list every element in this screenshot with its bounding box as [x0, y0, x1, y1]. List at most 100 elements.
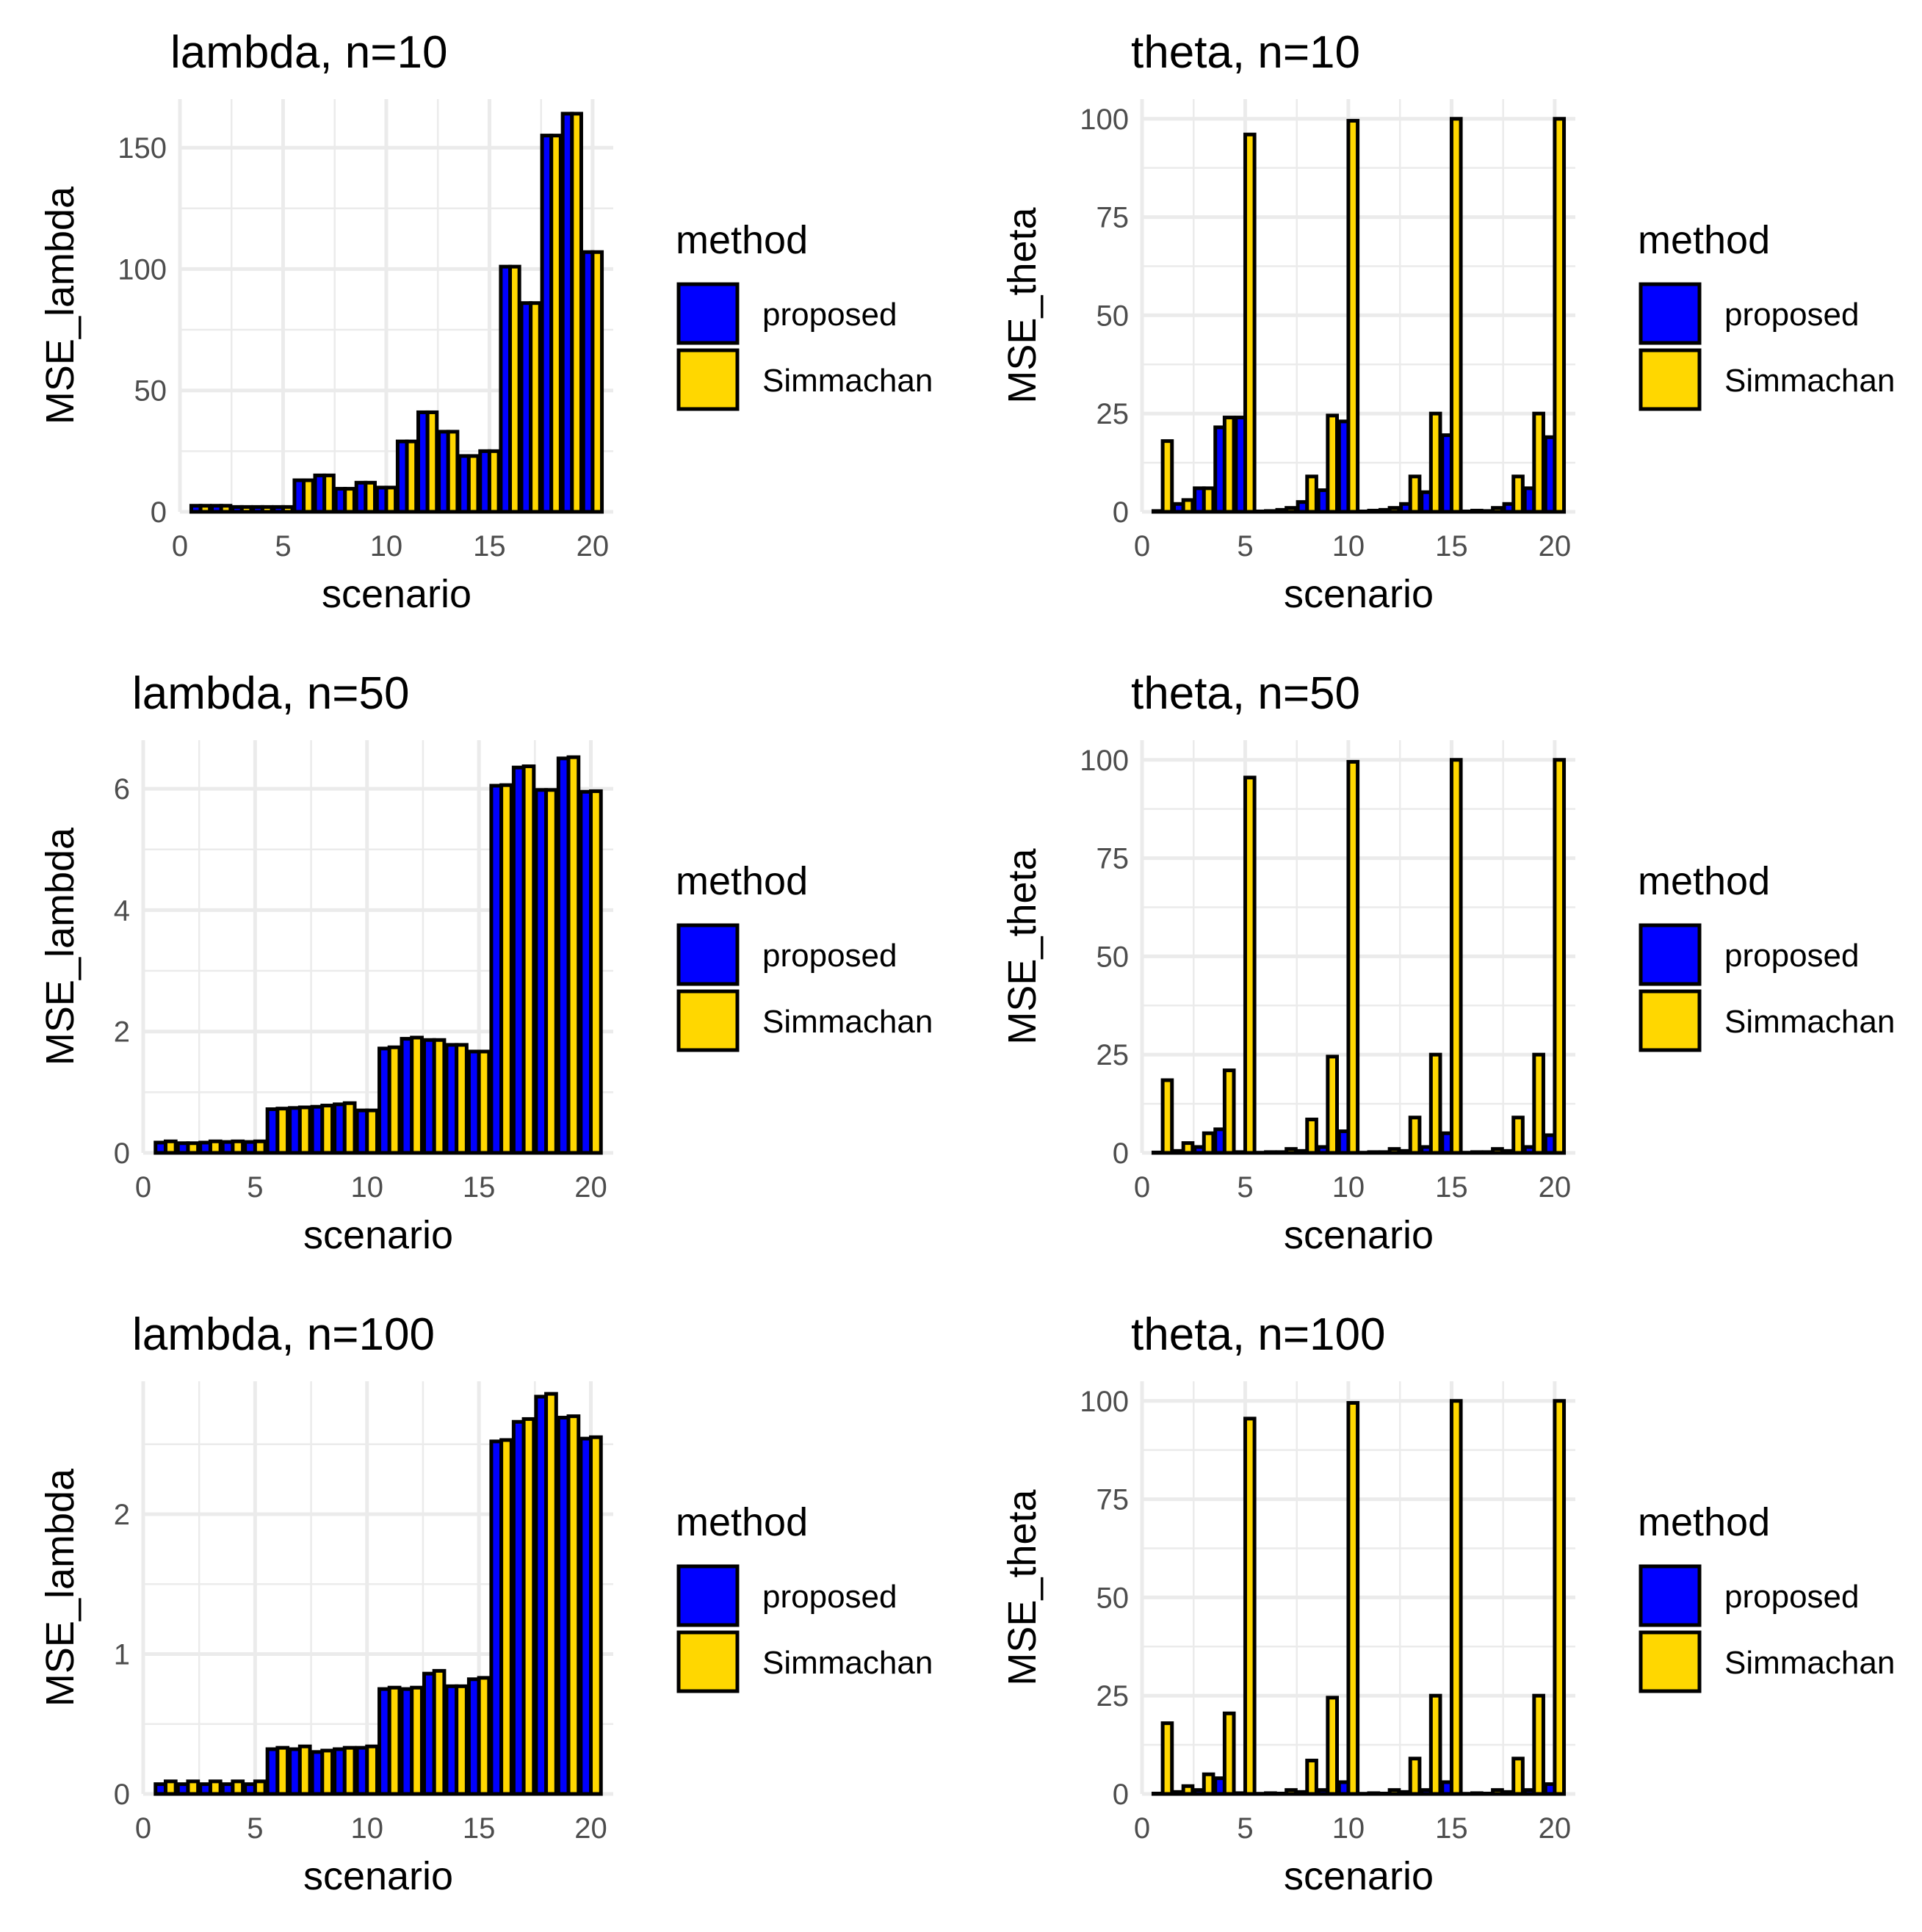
bar-simmachan-10	[365, 1744, 379, 1796]
bar-simmachan-9	[342, 1101, 357, 1155]
y-tick-label: 0	[1113, 1779, 1129, 1811]
bar-simmachan-1	[1160, 439, 1174, 514]
bar-simmachan-13	[1408, 1756, 1422, 1796]
bar-simmachan-9	[364, 480, 377, 514]
bar-simmachan-15	[477, 1049, 491, 1155]
bar-simmachan-10	[1346, 118, 1360, 514]
x-tick-label: 20	[1539, 1171, 1572, 1204]
bar-simmachan-8	[1305, 474, 1318, 514]
legend: method proposed Simmachan	[676, 218, 933, 411]
bar-simmachan-3	[1202, 1772, 1215, 1796]
bar-simmachan-6	[1264, 1150, 1277, 1155]
y-axis-title: MSE_lambda	[38, 827, 82, 1066]
y-tick-label: 75	[1097, 1484, 1130, 1516]
legend-key-proposed	[1639, 923, 1702, 986]
bar-simmachan-4	[1222, 1711, 1236, 1796]
x-axis-title: scenario	[322, 572, 472, 616]
bar-simmachan-14	[1428, 1693, 1442, 1796]
bar-simmachan-6	[1264, 1791, 1277, 1796]
x-tick-label: 20	[1539, 1812, 1572, 1845]
bar-simmachan-16	[1470, 1791, 1484, 1796]
y-tick-label: 50	[1097, 941, 1130, 973]
bar-simmachan-6	[1264, 509, 1277, 514]
bar-simmachan-9	[1326, 1054, 1340, 1155]
x-tick-label: 0	[1134, 530, 1150, 562]
legend-title: method	[1638, 1500, 1770, 1544]
bar-simmachan-13	[1408, 474, 1422, 514]
bar-simmachan-3	[1202, 1131, 1215, 1155]
y-tick-label: 50	[1097, 300, 1130, 332]
y-tick-label: 100	[118, 253, 167, 286]
y-tick-label: 25	[1097, 1039, 1130, 1071]
bars	[153, 755, 603, 1155]
legend-key-simmachan	[676, 348, 740, 411]
bar-simmachan-17	[1491, 1147, 1504, 1155]
y-axis-title: MSE_theta	[1000, 847, 1044, 1044]
y-tick-label: 50	[134, 375, 167, 408]
bar-simmachan-17	[1491, 506, 1504, 514]
bar-simmachan-1	[1160, 1721, 1174, 1796]
bar-simmachan-5	[253, 1779, 267, 1796]
bar-simmachan-18	[544, 1392, 558, 1796]
bar-simmachan-12	[410, 1035, 424, 1155]
bar-simmachan-4	[231, 1779, 245, 1796]
x-tick-label: 15	[473, 530, 506, 562]
bar-simmachan-5	[1243, 775, 1257, 1155]
x-axis-title: scenario	[1284, 1854, 1434, 1898]
bar-simmachan-11	[1367, 1791, 1381, 1796]
bar-simmachan-20	[589, 1435, 603, 1796]
bar-simmachan-1	[163, 1139, 178, 1155]
legend-key-simmachan	[1639, 348, 1702, 411]
y-tick-label: 100	[1080, 104, 1129, 136]
y-tick-label: 2	[114, 1499, 130, 1531]
bar-simmachan-11	[1367, 1150, 1381, 1155]
panel-6: 0 25 50 75 100 0 5 10 15 20 scenario MSE_theta theta…	[1000, 1309, 1895, 1898]
x-tick-label: 5	[1237, 1812, 1253, 1845]
bar-simmachan-12	[410, 1685, 424, 1796]
bar-simmachan-5	[1243, 1417, 1257, 1796]
bar-simmachan-3	[208, 1139, 223, 1155]
bar-simmachan-2	[1181, 1141, 1195, 1155]
bar-simmachan-20	[590, 250, 604, 514]
legend-key-simmachan	[1639, 989, 1702, 1052]
bar-simmachan-20	[589, 789, 603, 1155]
bar-simmachan-12	[1387, 506, 1401, 514]
bar-simmachan-19	[566, 755, 581, 1155]
bar-simmachan-1	[1160, 1078, 1174, 1155]
x-tick-label: 20	[574, 1171, 607, 1204]
legend: method proposed Simmachan	[676, 1500, 933, 1693]
legend-label-proposed: proposed	[762, 1579, 897, 1615]
bar-simmachan-9	[1326, 413, 1340, 514]
y-tick-label: 0	[1113, 496, 1129, 529]
x-tick-label: 15	[463, 1171, 496, 1204]
bar-simmachan-9	[1326, 1696, 1340, 1796]
bar-simmachan-18	[1511, 474, 1525, 514]
bars	[1151, 117, 1567, 514]
legend-label-simmachan: Simmachan	[762, 363, 933, 399]
bar-simmachan-3	[208, 1779, 223, 1796]
legend-key-simmachan	[676, 1630, 740, 1693]
y-axis-title: MSE_theta	[1000, 206, 1044, 403]
y-tick-label: 75	[1097, 202, 1130, 234]
legend: method proposed Simmachan	[1638, 218, 1895, 411]
y-tick-label: 100	[1080, 1386, 1129, 1418]
bar-simmachan-2	[219, 504, 233, 514]
legend-title: method	[1638, 218, 1770, 262]
bar-simmachan-20	[1553, 758, 1567, 1155]
legend-label-proposed: proposed	[762, 938, 897, 974]
bar-simmachan-16	[499, 1438, 513, 1796]
legend-title: method	[676, 1500, 808, 1544]
bar-simmachan-19	[1532, 411, 1545, 514]
y-tick-label: 2	[114, 1016, 130, 1049]
x-tick-label: 0	[1134, 1812, 1150, 1845]
bar-simmachan-3	[1202, 486, 1215, 514]
bars	[153, 1392, 603, 1796]
legend-label-proposed: proposed	[762, 297, 897, 333]
y-tick-label: 0	[114, 1137, 130, 1170]
legend-title: method	[676, 218, 808, 262]
y-axis-title: MSE_lambda	[38, 1468, 82, 1707]
bar-simmachan-9	[342, 1745, 357, 1796]
panel-4: 0 25 50 75 100 0 5 10 15 20 scenario MSE_theta theta…	[1000, 668, 1895, 1257]
